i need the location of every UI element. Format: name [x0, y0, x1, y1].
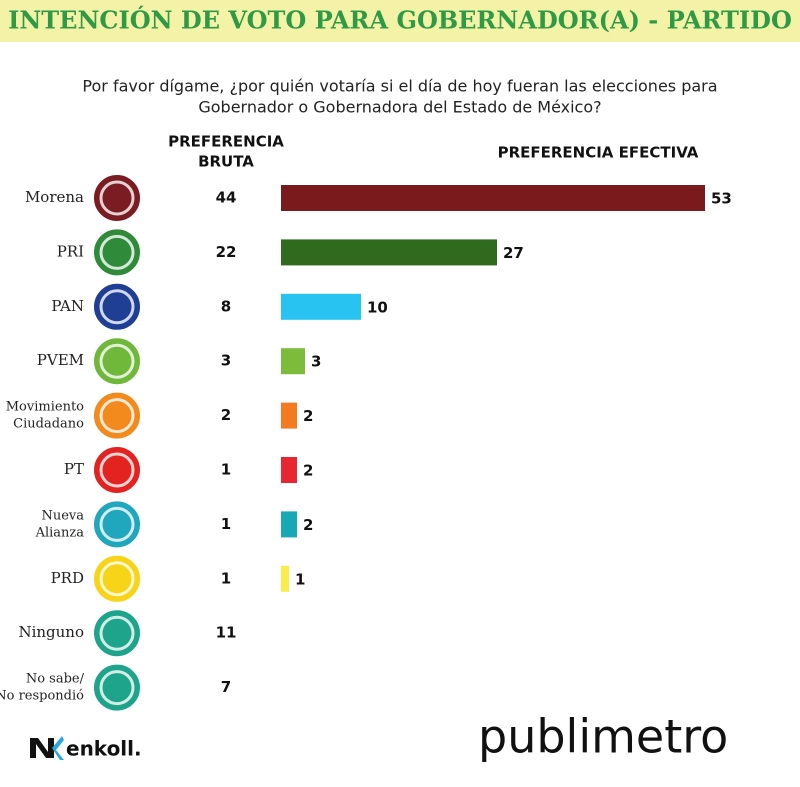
value-label: 2 — [303, 462, 313, 480]
raw-value: 2 — [221, 406, 231, 424]
raw-value: 22 — [216, 243, 237, 261]
bar — [281, 239, 497, 266]
category-label: PAN — [51, 297, 84, 315]
party-logo-inner — [99, 452, 135, 488]
category-label: PRI — [57, 242, 84, 260]
party-logo-inner — [99, 561, 135, 597]
source-brand: enkoll. — [66, 737, 142, 761]
raw-value: 3 — [221, 352, 231, 370]
party-logo-inner — [99, 615, 135, 651]
category-label: Ciudadano — [13, 417, 84, 432]
category-label: PVEM — [37, 351, 84, 369]
bar — [281, 511, 297, 538]
category-label: No sabe/ — [26, 672, 85, 687]
raw-value: 11 — [216, 624, 237, 642]
bar — [281, 348, 305, 375]
category-label: Nueva — [41, 508, 84, 523]
subtitle: Gobernador o Gobernadora del Estado de M… — [198, 98, 601, 117]
party-logo-inner — [99, 234, 135, 270]
value-label: 3 — [311, 353, 321, 371]
value-label: 53 — [711, 190, 732, 208]
category-label: Ninguno — [18, 623, 84, 641]
party-logo-inner — [99, 398, 135, 434]
value-label: 2 — [303, 516, 313, 534]
column-header: PREFERENCIA EFECTIVA — [498, 144, 699, 162]
column-header: BRUTA — [198, 153, 254, 171]
raw-value: 44 — [216, 189, 237, 207]
column-header: PREFERENCIA — [168, 133, 284, 151]
enkoll-logo: enkoll. — [30, 736, 142, 761]
value-label: 2 — [303, 407, 313, 425]
title-band — [0, 0, 800, 42]
chart-title: INTENCIÓN DE VOTO PARA GOBERNADOR(A) - P… — [8, 6, 792, 35]
raw-value: 1 — [221, 569, 231, 587]
party-logo-inner — [99, 289, 135, 325]
bar — [281, 293, 361, 320]
publisher-brand: publimetro — [478, 710, 728, 764]
category-label: Movimiento — [6, 400, 84, 415]
value-label: 27 — [503, 244, 524, 262]
bar — [281, 565, 289, 592]
category-label: PRD — [51, 569, 84, 587]
category-label: Morena — [25, 188, 84, 206]
category-label: PT — [64, 460, 84, 478]
raw-value: 1 — [221, 515, 231, 533]
party-logo-inner — [99, 506, 135, 542]
subtitle: Por favor dígame, ¿por quién votaría si … — [82, 77, 717, 96]
raw-value: 8 — [221, 297, 231, 315]
raw-value: 7 — [221, 678, 231, 696]
bar — [281, 457, 297, 483]
category-label: No respondió — [0, 689, 84, 704]
bar — [281, 402, 297, 429]
value-label: 1 — [295, 570, 305, 588]
value-label: 10 — [367, 298, 388, 316]
party-logo-inner — [99, 343, 135, 379]
raw-value: 1 — [221, 461, 231, 479]
category-label: Alianza — [35, 525, 85, 540]
party-logo-inner — [99, 670, 135, 706]
bar — [281, 185, 705, 211]
party-logo-inner — [99, 180, 135, 216]
